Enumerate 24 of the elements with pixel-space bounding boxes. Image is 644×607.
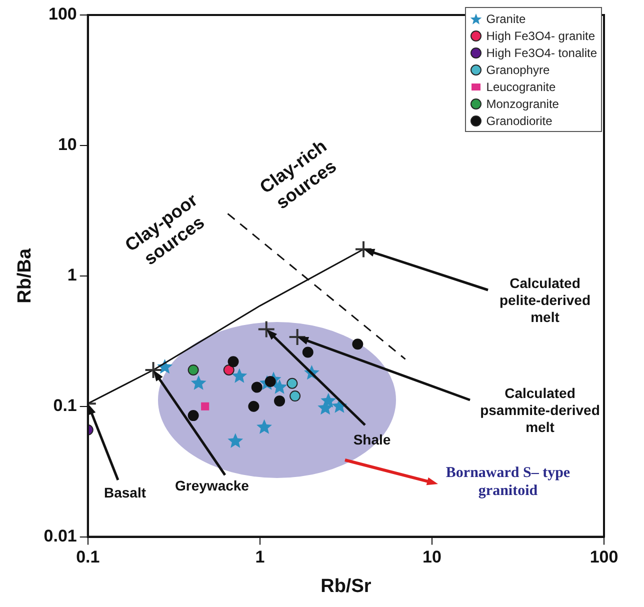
- y-tick-label: 100: [48, 4, 77, 24]
- annotation: Bornaward S– type granitoid: [444, 464, 572, 500]
- x-tick-label: 100: [590, 548, 618, 567]
- x-tick-label: 1: [255, 548, 265, 567]
- legend-label: Granite: [486, 12, 526, 26]
- legend-label: Granodiorite: [486, 114, 552, 128]
- annotation: Basalt: [102, 484, 148, 502]
- legend-label: Leucogranite: [486, 80, 556, 94]
- x-tick-label: 10: [422, 548, 442, 567]
- legend-label: High Fe3O4- tonalite: [486, 46, 597, 60]
- y-tick-label: 1: [67, 266, 77, 285]
- annotation: Shale: [352, 432, 392, 448]
- legend-label: Granophyre: [486, 62, 550, 76]
- legend-label: Monzogranite: [486, 96, 559, 110]
- y-tick-label: 10: [58, 135, 77, 154]
- y-tick-label: 0.1: [53, 396, 77, 416]
- annotation: Calculated psammite-derived melt: [480, 384, 600, 436]
- annotation: Calculated pelite-derived melt: [498, 274, 592, 326]
- annotation: Greywacke: [174, 478, 250, 494]
- legend-label: High Fe3O4- granite: [486, 28, 595, 42]
- y-axis-title: Rb/Ba: [14, 248, 36, 304]
- x-axis-title: Rb/Sr: [320, 576, 372, 597]
- y-tick-label: 0.01: [44, 526, 77, 546]
- x-tick-label: 0.1: [76, 548, 100, 567]
